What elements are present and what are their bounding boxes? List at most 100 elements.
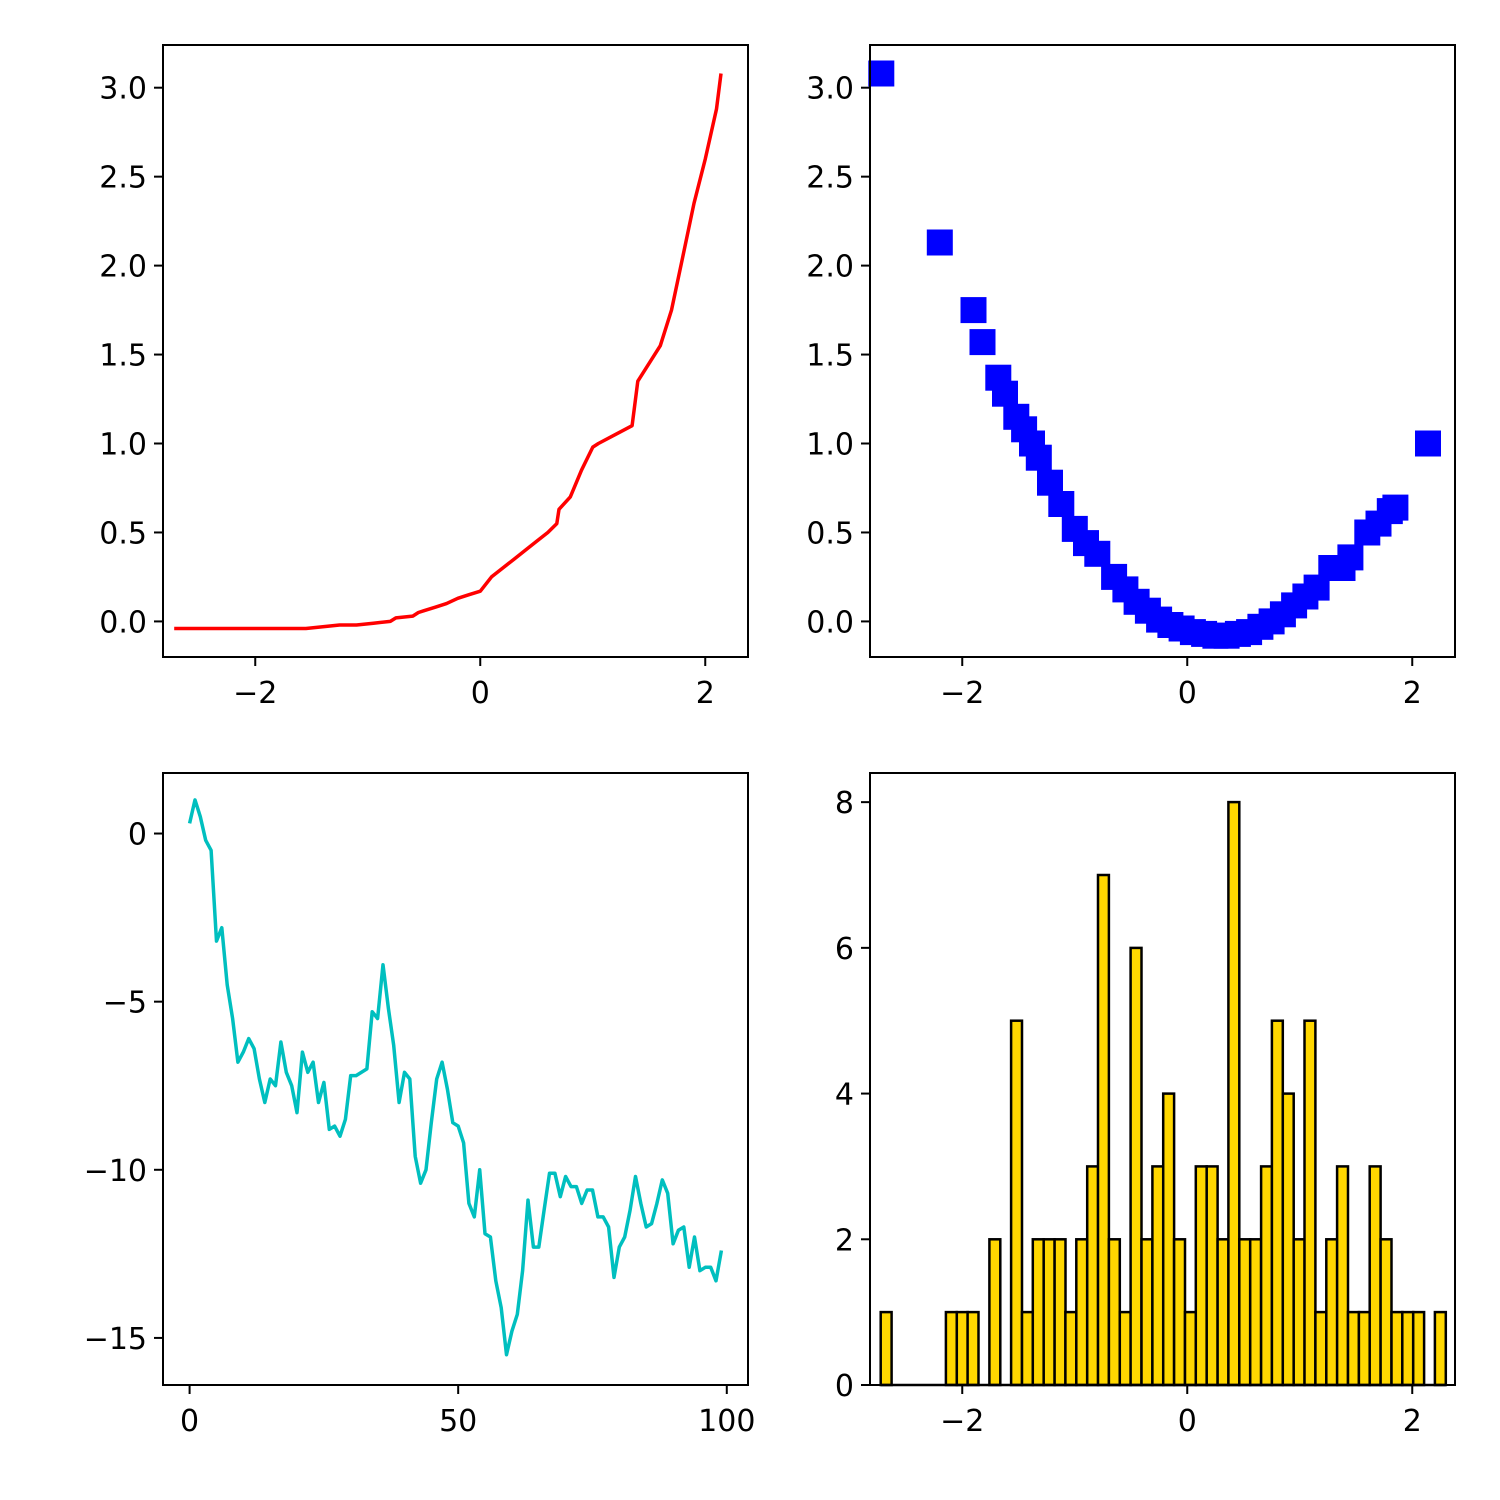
panel-4-bar-36: [1259, 1165, 1274, 1387]
panel-2-point-12: [1048, 491, 1075, 517]
panel-4-bar-17: [1053, 1238, 1067, 1387]
panel-4-bar-16: [1042, 1238, 1056, 1387]
panel-4-bar-21: [1096, 873, 1111, 1387]
panel-4-bar-9: [966, 1310, 980, 1387]
panel-3-ytick-label-3: −10: [84, 1154, 147, 1189]
panel-2-point-37: [1337, 544, 1364, 571]
panel-2-xtick-label-3: 2: [1403, 676, 1422, 711]
panel-3-ytick-label-1: 0: [128, 818, 147, 853]
panel-4-bar-20: [1085, 1165, 1100, 1387]
panel-3: 0 50 100 0 −5 −10 −15: [84, 772, 755, 1439]
panel-1-ytick-label-1: 0.0: [99, 605, 147, 640]
panel-2-point-3: [960, 297, 987, 324]
panel-4-bar-24: [1129, 946, 1143, 1387]
panel-4-bar-14: [1020, 1310, 1035, 1387]
panel-4-bar-47: [1379, 1238, 1393, 1387]
panel-1-frame: [162, 44, 749, 658]
panel-2-point-2: [926, 229, 953, 256]
panel-4-bar-37: [1270, 1019, 1285, 1387]
panel-4-bar-45: [1357, 1310, 1372, 1387]
panel-4-bar-41: [1314, 1310, 1328, 1387]
panel-4-bar-39: [1292, 1238, 1306, 1387]
panel-4-ytick-label-2: 2: [835, 1223, 854, 1258]
panel-1-ytick-label-5: 2.0: [99, 250, 147, 285]
panel-3-xtick-label-1: 0: [180, 1404, 199, 1439]
panel-2-ytick-label-7: 3.0: [806, 72, 854, 107]
panel-1-ytick-label-4: 1.5: [99, 339, 147, 374]
panel-4-bar-30: [1194, 1165, 1208, 1387]
panel-4-bar-19: [1075, 1238, 1089, 1387]
panel-2-ytick-label-1: 0.0: [806, 605, 854, 640]
panel-1-ytick-label-2: 0.5: [99, 516, 147, 551]
panel-2-point-10: [1025, 444, 1052, 471]
panel-1-xtick-label-1: −2: [233, 676, 277, 711]
panel-3-xtick-label-3: 100: [698, 1404, 755, 1439]
panel-4-bar-34: [1238, 1238, 1252, 1387]
panel-4-bar-50: [1411, 1310, 1426, 1387]
panel-4-xtick-label-1: −2: [940, 1404, 984, 1439]
panel-3-frame: [162, 772, 749, 1386]
panel-3-ytick-label-4: −15: [84, 1322, 147, 1357]
panel-4-bar-42: [1325, 1238, 1339, 1387]
panel-1: −2 0 2 0.0 0.5 1.0 1.5 2.0 2.5 3.0: [99, 44, 749, 711]
panel-4-bar-15: [1031, 1238, 1045, 1387]
panel-4-bar-43: [1335, 1165, 1350, 1387]
panel-4-ytick-label-4: 6: [835, 932, 854, 967]
panel-4-bar-11: [988, 1238, 1002, 1387]
panel-4-xtick-label-2: 0: [1178, 1404, 1197, 1439]
panel-4-bar-48: [1390, 1310, 1404, 1387]
panel-4-ytick-label-1: 0: [835, 1369, 854, 1404]
panel-1-series-line-1: [174, 73, 723, 631]
panel-4-ytick-label-5: 8: [835, 786, 854, 821]
panel-2-xtick-label-1: −2: [940, 676, 984, 711]
panel-4-bar-52: [1433, 1310, 1448, 1387]
panel-2-ytick-label-2: 0.5: [806, 516, 854, 551]
panel-4-bar-23: [1118, 1310, 1132, 1387]
panel-2-ytick-label-4: 1.5: [806, 339, 854, 374]
panel-1-xtick-label-2: 0: [471, 676, 490, 711]
panel-1-ytick-label-7: 3.0: [99, 72, 147, 107]
panel-2-ytick-label-6: 2.5: [806, 161, 854, 196]
panel-4-bar-31: [1205, 1165, 1219, 1387]
panel-4-bar-40: [1303, 1019, 1317, 1387]
panel-1-xtick-label-3: 2: [696, 676, 715, 711]
panel-2-xtick-label-2: 0: [1178, 676, 1197, 711]
panel-3-xtick-label-2: 50: [439, 1404, 477, 1439]
panel-3-series-line-1: [187, 798, 724, 1357]
panel-1-ytick-label-3: 1.0: [99, 428, 147, 463]
panel-4-bar-35: [1248, 1238, 1263, 1387]
panel-4-bar-29: [1183, 1310, 1198, 1387]
panel-4-bar-38: [1281, 1092, 1295, 1387]
panel-4-xtick-label-3: 2: [1403, 1404, 1422, 1439]
panel-4-bar-27: [1161, 1092, 1176, 1387]
panel-1-ytick-label-6: 2.5: [99, 161, 147, 196]
panel-2-frame: [869, 44, 1456, 658]
panel-2-point-1: [868, 60, 895, 87]
panel-2-point-42: [1415, 430, 1441, 457]
panel-2: −2 0 2 0.0 0.5 1.0 1.5 2.0 2.5 3.0: [806, 44, 1456, 711]
panel-2-point-4: [969, 329, 996, 356]
panel-4-bar-8: [955, 1310, 969, 1387]
panel-4-bar-32: [1216, 1238, 1230, 1387]
panel-2-point-6: [992, 380, 1018, 407]
panel-2-ytick-label-5: 2.0: [806, 250, 854, 285]
panel-4: −2 0 2 0 2 4 6 8: [835, 772, 1456, 1439]
panel-2-ytick-label-3: 1.0: [806, 428, 854, 463]
panel-2-point-15: [1084, 540, 1111, 567]
panel-4-bar-49: [1401, 1310, 1415, 1387]
panel-4-bar-13: [1009, 1019, 1024, 1387]
panel-4-frame: [869, 772, 1456, 1386]
panel-4-ytick-label-3: 4: [835, 1078, 854, 1113]
panel-4-bar-26: [1151, 1165, 1165, 1387]
panel-4-bar-28: [1172, 1238, 1187, 1387]
panel-4-bar-18: [1064, 1310, 1078, 1387]
panel-4-bar-7: [944, 1310, 959, 1387]
panel-3-ytick-label-2: −5: [103, 986, 147, 1021]
panel-2-point-41: [1382, 494, 1409, 521]
panel-4-bar-22: [1107, 1238, 1122, 1387]
panel-4-bar-1: [879, 1310, 893, 1387]
panel-4-bar-25: [1140, 1238, 1154, 1387]
panel-4-bar-33: [1227, 800, 1241, 1387]
panel-4-bar-46: [1368, 1165, 1382, 1387]
